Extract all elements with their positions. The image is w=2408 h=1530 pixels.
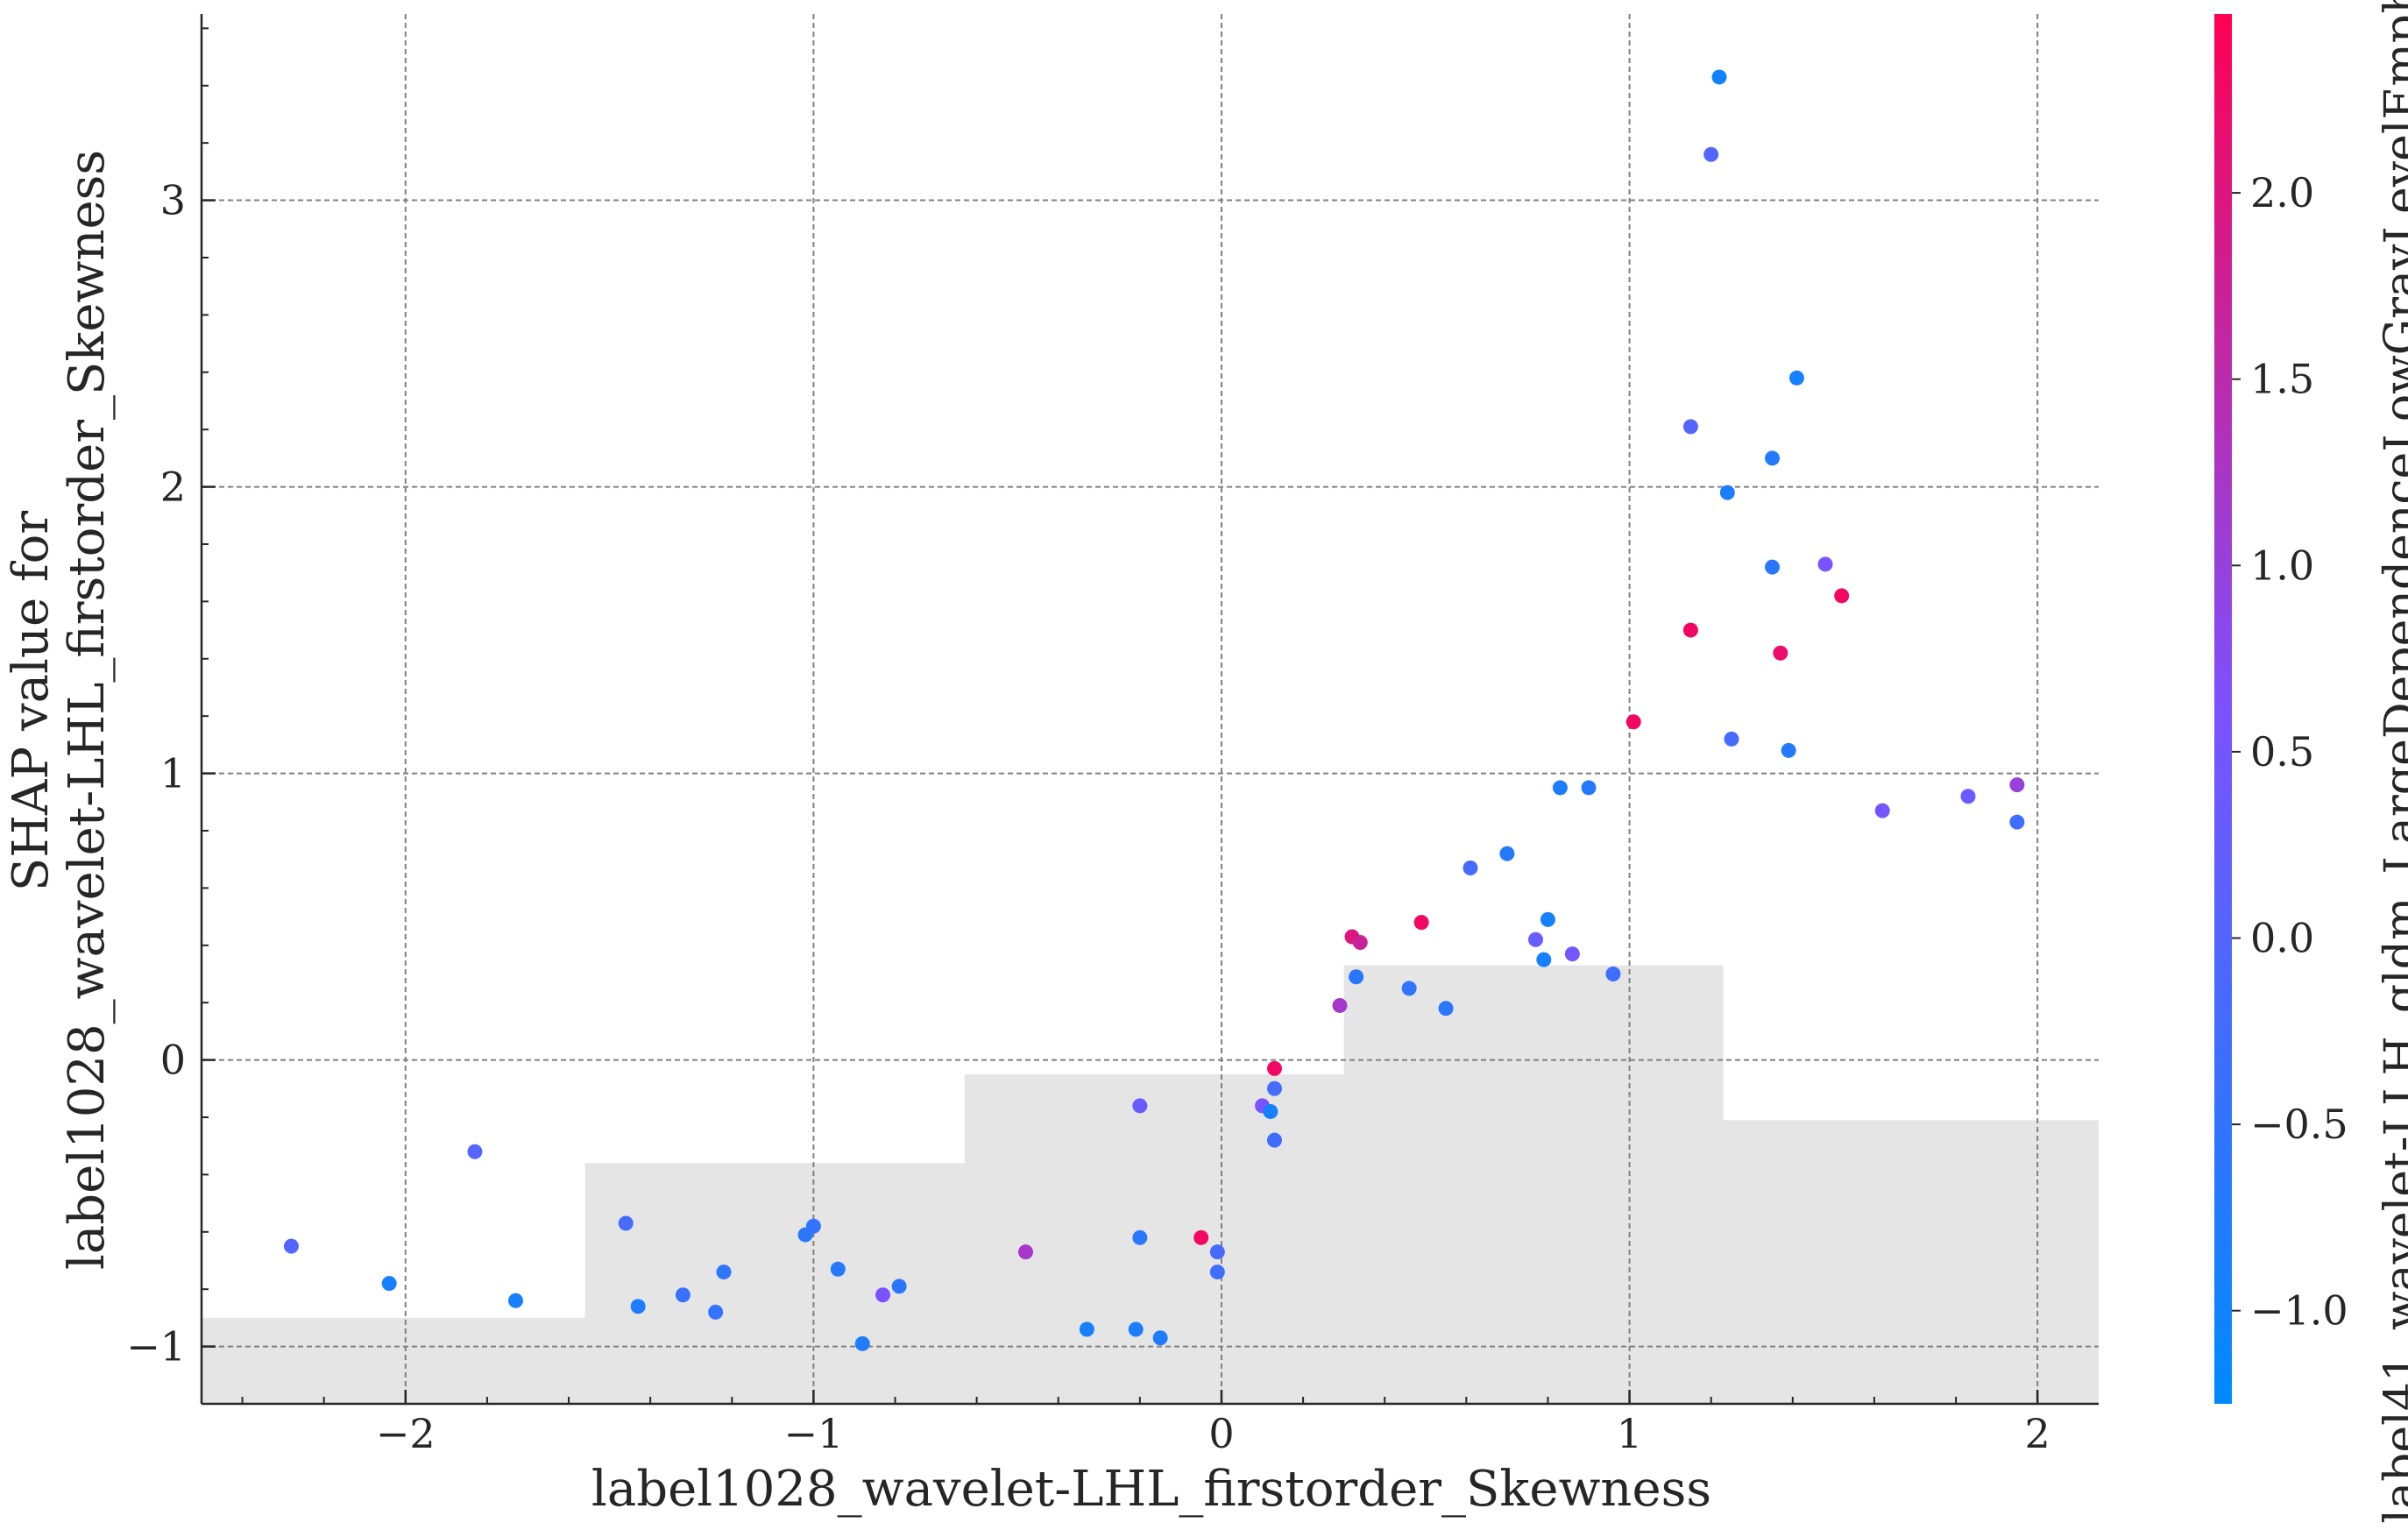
data-point [1564, 946, 1580, 962]
data-point [1682, 419, 1698, 435]
data-point [1536, 952, 1552, 967]
data-point [618, 1215, 634, 1231]
data-point [1527, 931, 1543, 947]
colorbar-tick-label: 0.0 [2250, 914, 2314, 961]
data-point [2009, 777, 2025, 793]
data-point [1874, 803, 1890, 818]
colorbar-tick-label: −0.5 [2250, 1101, 2348, 1148]
data-point [708, 1304, 724, 1320]
histogram-area [202, 965, 2099, 1404]
colorbar-ticks: −1.0 −0.5 0.0 0.5 1.0 1.5 2.0 [2232, 169, 2348, 1335]
x-tick-label: −1 [783, 1410, 843, 1457]
colorbar [2214, 14, 2232, 1404]
grid-lines [202, 14, 2099, 1404]
histogram-background [202, 965, 2099, 1404]
colorbar-tick-label: −1.0 [2250, 1287, 2348, 1335]
data-point [1352, 935, 1368, 951]
data-point [805, 1218, 821, 1234]
data-point [1438, 1001, 1454, 1016]
data-point [1960, 789, 1976, 804]
data-point [1719, 485, 1735, 500]
scatter-points [283, 69, 2025, 1351]
data-point [1017, 1244, 1033, 1260]
colorbar-tick-label: 2.0 [2250, 169, 2314, 216]
axes [200, 14, 2099, 1406]
data-point [1267, 1080, 1283, 1096]
data-point [1605, 966, 1621, 981]
data-point [1834, 588, 1850, 604]
x-tick-label: 1 [1617, 1410, 1642, 1457]
data-point [1152, 1330, 1168, 1346]
data-point [630, 1299, 646, 1314]
data-point [1132, 1098, 1148, 1114]
x-tick-label: 0 [1208, 1410, 1234, 1457]
data-point [467, 1144, 483, 1159]
data-point [1349, 969, 1364, 985]
data-point [1267, 1132, 1283, 1148]
data-point [1765, 559, 1781, 575]
data-point [1128, 1321, 1144, 1337]
y-tick-label: 2 [160, 464, 186, 511]
data-point [1581, 780, 1597, 796]
data-point [1682, 622, 1698, 638]
y-axis-label-line2: label1028_wavelet-LHL_firstorder_Skewnes… [59, 150, 116, 1270]
data-point [716, 1264, 732, 1280]
data-point [1209, 1264, 1225, 1280]
data-point [1711, 69, 1727, 85]
data-point [1540, 911, 1555, 927]
data-point [1499, 846, 1515, 861]
data-point [1724, 731, 1739, 747]
colorbar-label: label41_wavelet-LLH_gldm_LargeDependence… [2376, 0, 2408, 1524]
data-point [1703, 146, 1719, 162]
data-point [1552, 780, 1568, 796]
data-point [1332, 997, 1348, 1013]
data-point [1413, 915, 1429, 931]
data-point [1463, 860, 1478, 875]
data-point [1781, 742, 1796, 758]
data-point [1193, 1229, 1209, 1245]
data-point [2009, 814, 2025, 830]
data-point [891, 1279, 907, 1294]
colorbar-tick-label: 1.5 [2250, 356, 2314, 403]
data-point [875, 1287, 891, 1303]
y-tick-label: 1 [160, 750, 186, 797]
y-tick-label: 0 [160, 1037, 186, 1084]
colorbar-tick-label: 0.5 [2250, 728, 2314, 776]
data-point [283, 1238, 299, 1254]
x-tick-label: −2 [376, 1410, 436, 1457]
data-point [508, 1293, 524, 1308]
data-point [830, 1261, 846, 1277]
colorbar-tick-label: 1.0 [2250, 542, 2314, 589]
data-point [1788, 370, 1804, 386]
data-point [1773, 645, 1788, 661]
data-point [1263, 1103, 1278, 1119]
x-tick-label: 2 [2025, 1410, 2050, 1457]
data-point [675, 1287, 691, 1303]
data-point [381, 1276, 397, 1292]
data-point [1209, 1244, 1225, 1260]
data-point [1267, 1060, 1283, 1076]
x-axis-label: label1028_wavelet-LHL_firstorder_Skewnes… [591, 1461, 1711, 1518]
y-tick-label: −1 [126, 1323, 186, 1371]
data-point [1817, 556, 1833, 572]
y-tick-label: 3 [160, 177, 186, 224]
data-point [1132, 1229, 1148, 1245]
data-point [1765, 450, 1781, 466]
data-point [854, 1335, 870, 1351]
y-axis-label-line1: SHAP value for [3, 511, 60, 892]
data-point [1625, 714, 1641, 730]
data-point [1079, 1321, 1094, 1337]
tick-labels: −2 −1 0 1 2 −1 0 1 2 3 [126, 177, 2050, 1457]
colorbar-gradient [2214, 14, 2232, 1404]
data-point [1401, 981, 1417, 996]
